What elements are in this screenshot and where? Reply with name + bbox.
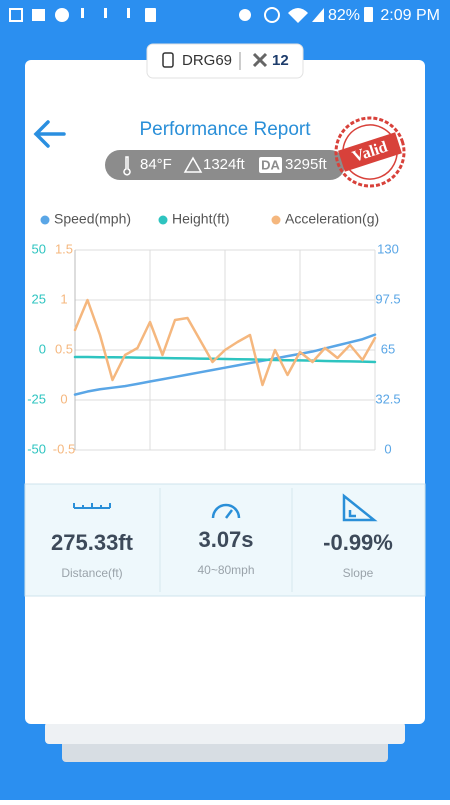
device-icon	[162, 52, 174, 68]
status-icons	[9, 7, 373, 23]
stat-label: Slope	[343, 566, 374, 580]
valid-stamp: Valid	[334, 116, 406, 188]
stat-label: 40~80mph	[197, 563, 254, 577]
altitude: 1324ft	[203, 156, 246, 173]
density-altitude: 3295ft	[285, 156, 328, 173]
temperature: 84°F	[140, 156, 172, 173]
legend-label: Acceleration(g)	[285, 211, 379, 227]
stat-value: -0.99%	[323, 530, 393, 555]
card-stack	[45, 722, 405, 744]
stat-value: 275.33ft	[51, 530, 134, 555]
da-badge	[259, 157, 282, 173]
card-stack	[62, 740, 388, 762]
clock: 2:09 PM	[380, 7, 440, 24]
tick-label: -0.5	[53, 441, 75, 456]
legend-label: Height(ft)	[172, 211, 230, 227]
tick-label: 50	[32, 241, 46, 256]
tick-label: 0	[384, 441, 391, 456]
tick-label: 97.5	[375, 291, 400, 306]
stat-label: Distance(ft)	[61, 566, 122, 580]
satellite-count: 12	[272, 52, 289, 69]
tick-label: 1	[60, 291, 67, 306]
device-name: DRG69	[182, 52, 232, 69]
legend-dot	[40, 215, 50, 225]
da-label: DA	[261, 157, 280, 172]
legend-label: Speed(mph)	[54, 211, 131, 227]
device-badge[interactable]	[146, 43, 304, 79]
series-line	[73, 298, 377, 387]
tick-label: -25	[27, 391, 46, 406]
tick-label: 130	[377, 241, 399, 256]
altitude-icon	[183, 156, 203, 173]
stats-panel	[24, 483, 426, 597]
tick-label: 25	[32, 291, 46, 306]
stat-value: 3.07s	[198, 527, 253, 552]
tick-label: 32.5	[375, 391, 400, 406]
tick-label: 1.5	[55, 241, 73, 256]
conditions-pill	[105, 150, 345, 180]
slope-icon	[342, 493, 378, 522]
thermometer-icon	[123, 156, 131, 176]
back-button[interactable]	[33, 120, 66, 148]
legend-dot	[158, 215, 168, 225]
tick-label: 0	[60, 391, 67, 406]
satellite-icon	[252, 52, 268, 68]
chart: 50 25 0 -25 -50 1.5 1 0.5 0 -0.5 130 97.5 65 32.5 0 Spe…	[27, 211, 400, 457]
battery: 82%	[328, 7, 360, 24]
speed-icon	[211, 503, 241, 519]
tick-label: -50	[27, 441, 46, 456]
tick-label: 0.5	[55, 341, 73, 356]
speed-needle	[225, 509, 233, 519]
page-title: Performance Report	[139, 119, 311, 140]
tick-label: 0	[39, 341, 46, 356]
tick-label: 65	[381, 341, 395, 356]
legend-dot	[271, 215, 281, 225]
distance-icon	[73, 503, 111, 509]
